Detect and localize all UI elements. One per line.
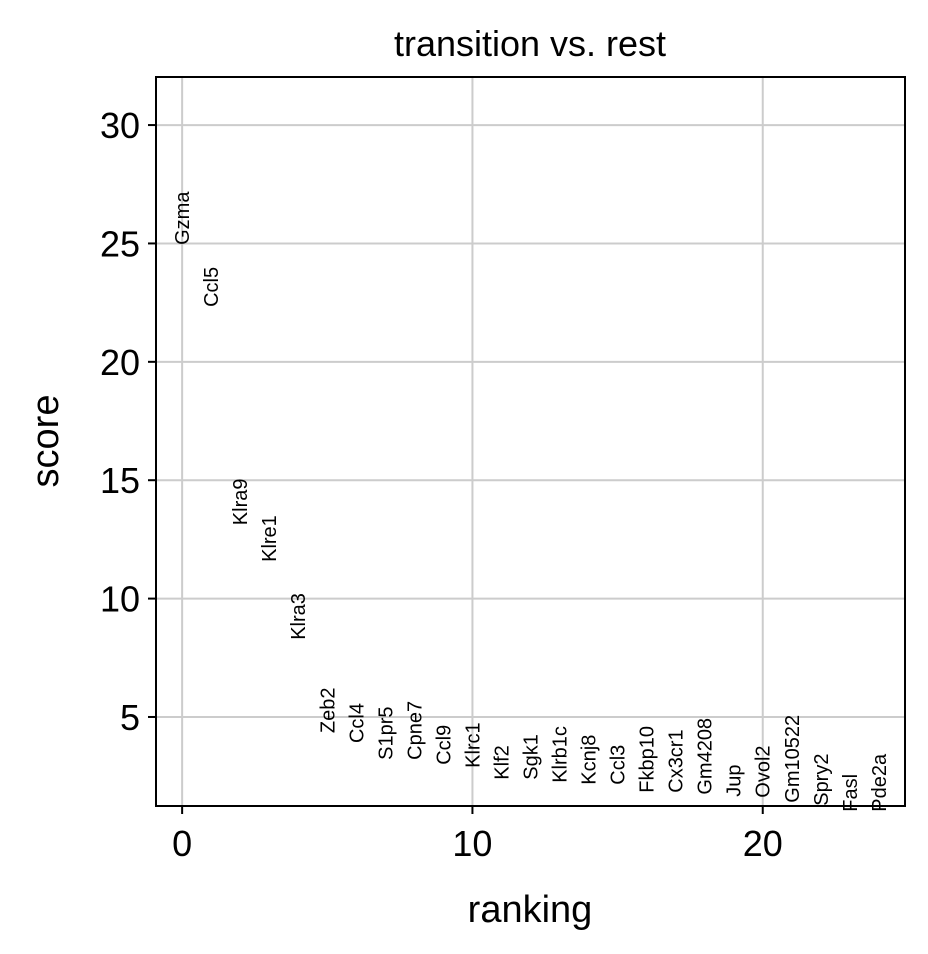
gene-label: Fkbp10 [637,726,659,793]
gene-label: Ccl4 [346,703,368,743]
gene-label: Sgk1 [521,734,543,780]
chart-title: transition vs. rest [394,23,666,64]
gene-label: Jup [724,765,746,797]
gene-label: Pde2a [869,753,891,812]
gene-label: Ccl5 [201,267,223,307]
gene-label: Gm4208 [695,718,717,795]
y-tick-label: 10 [100,579,140,620]
x-axis-label: ranking [468,889,593,931]
gene-label: Klrb1c [550,726,572,783]
gene-label: Klre1 [259,515,281,562]
x-tick-label: 0 [172,823,192,864]
gene-label: Klrc1 [462,722,484,768]
gene-label: Gzma [172,191,194,245]
y-tick-label: 15 [100,460,140,501]
gene-label: Klra9 [230,478,252,525]
gene-label: Fasl [840,774,862,812]
gene-label: Spry2 [811,754,833,806]
gene-label: S1pr5 [375,706,397,759]
y-tick-label: 30 [100,105,140,146]
gene-label: Zeb2 [317,687,339,733]
gene-label: Ccl9 [433,725,455,765]
gene-label: Cpne7 [404,701,426,760]
plot-frame [155,76,906,807]
gene-label: Gm10522 [782,715,804,803]
gene-label: Klra3 [288,593,310,640]
x-tick-label: 10 [452,823,492,864]
x-tick-label: 20 [743,823,783,864]
y-tick-label: 5 [120,697,140,738]
gene-label: Ovol2 [753,745,775,797]
gene-label: Cx3cr1 [666,729,688,792]
gene-label: Klf2 [491,745,513,779]
gene-label: Kcnj8 [579,735,601,785]
y-tick-label: 20 [100,342,140,383]
gene-label: Ccl3 [608,745,630,785]
y-tick-label: 25 [100,223,140,264]
y-axis-label: score [25,395,67,488]
